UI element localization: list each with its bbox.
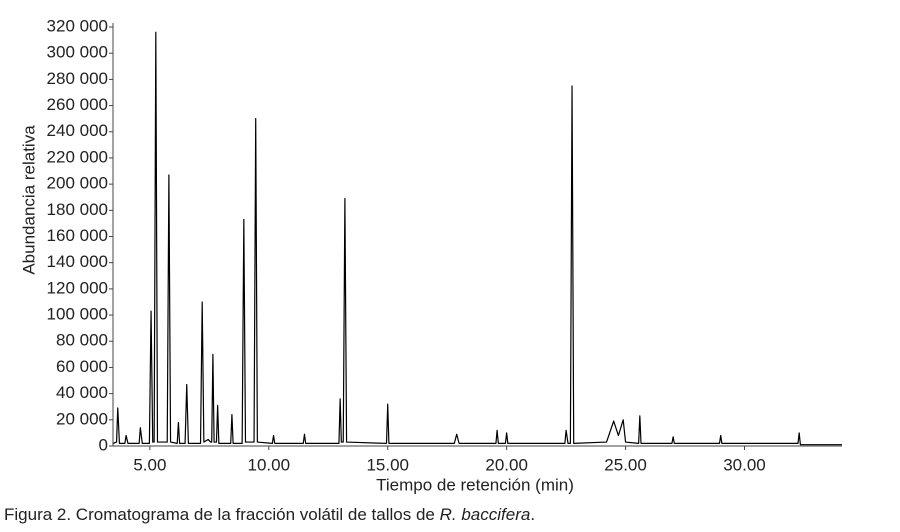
y-tick-label: 280 000 (47, 69, 108, 88)
x-axis-label: Tiempo de retención (min) (376, 475, 574, 494)
caption-text: Figura 2. Cromatograma de la fracción vo… (4, 505, 440, 524)
y-tick-label: 200 000 (47, 174, 108, 193)
y-tick-label: 220 000 (47, 147, 108, 166)
y-tick-label: 180 000 (47, 200, 108, 219)
y-tick-label: 240 000 (47, 121, 108, 140)
x-tick-label: 30.00 (723, 455, 766, 474)
x-tick-label: 20.00 (485, 455, 528, 474)
y-tick-label: 40 000 (56, 383, 108, 402)
y-tick-label: 80 000 (56, 331, 108, 350)
x-tick-label: 25.00 (604, 455, 647, 474)
caption: Figura 2. Cromatograma de la fracción vo… (4, 505, 535, 524)
y-tick-label: 120 000 (47, 278, 108, 297)
y-axis-label: Abundancia relativa (19, 125, 38, 275)
y-tick-label: 100 000 (47, 305, 108, 324)
y-tick-label: 160 000 (47, 226, 108, 245)
x-tick-label: 15.00 (366, 455, 409, 474)
x-tick-label: 10.00 (248, 455, 291, 474)
y-tick-label: 260 000 (47, 95, 108, 114)
y-tick-label: 0 (99, 435, 108, 454)
chromatogram-trace (112, 31, 842, 446)
y-tick-label: 20 000 (56, 409, 108, 428)
caption-italic: R. baccifera (440, 505, 531, 524)
y-tick-label: 300 000 (47, 43, 108, 62)
y-tick-label: 320 000 (47, 16, 108, 35)
y-tick-label: 140 000 (47, 252, 108, 271)
caption-end: . (530, 505, 535, 524)
y-tick-label: 60 000 (56, 357, 108, 376)
x-tick-label: 5.00 (133, 455, 166, 474)
